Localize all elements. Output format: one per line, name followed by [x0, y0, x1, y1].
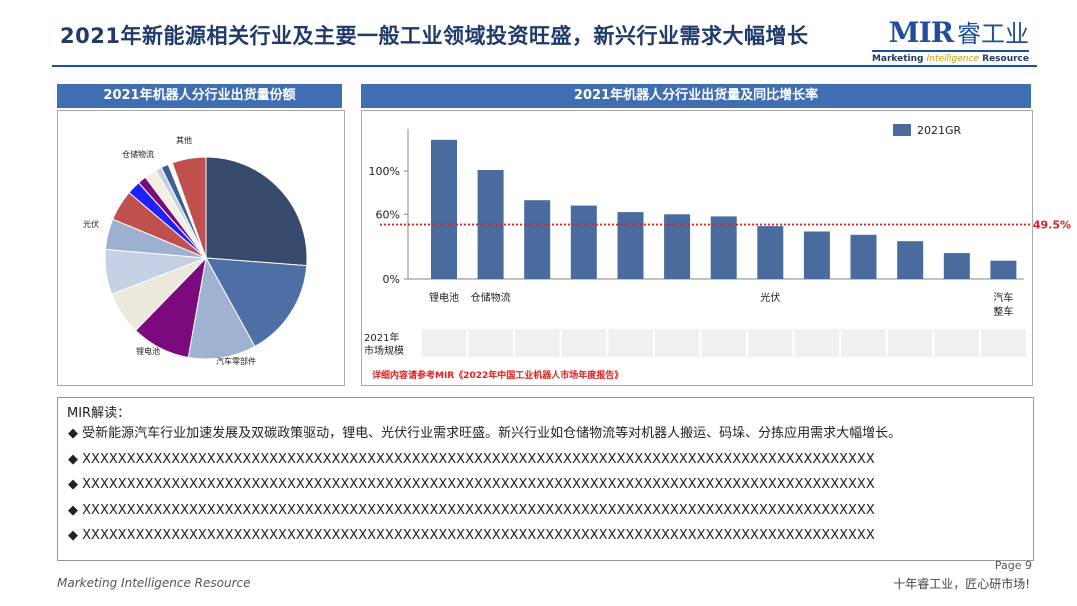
bar [570, 205, 597, 279]
mir-logo: MIR 睿工业 Marketing Intelligence Resource [871, 14, 1029, 64]
market-size-cell [468, 329, 513, 357]
pie-panel: 汽车零部件 锂电池 光伏 仓储物流 其他 [57, 110, 345, 386]
legend-swatch [893, 124, 911, 136]
footer-left: Marketing Intelligence Resource [57, 576, 251, 590]
bar [524, 200, 551, 279]
pie-slice-label: 仓储物流 [122, 149, 154, 159]
pie-slice-label: 汽车零部件 [216, 356, 256, 366]
logo-cn: 睿工业 [957, 20, 1029, 48]
reading-item: ◆ 受新能源汽车行业加速发展及双碳政策驱动，锂电、光伏行业需求旺盛。新兴行业如仓… [68, 426, 902, 441]
logo-mark: MIR [888, 16, 954, 49]
legend-label: 2021GR [917, 124, 962, 137]
pie-slice [171, 156, 207, 259]
header-rule [52, 65, 1037, 67]
page-title: 2021年新能源相关行业及主要一般工业领域投资旺盛，新兴行业需求大幅增长 [60, 24, 809, 48]
x-tick-label: 仓储物流 [471, 291, 511, 304]
bar [664, 214, 691, 279]
market-size-cell [608, 329, 653, 357]
pie-panel-title: 2021年机器人分行业出货量份额 [57, 84, 342, 108]
market-size-cell [841, 329, 886, 357]
pie-slice-label: 光伏 [83, 219, 99, 229]
x-tick-label: 锂电池 [429, 291, 459, 304]
reading-item: ◆ XXXXXXXXXXXXXXXXXXXXXXXXXXXXXXXXXXXXXX… [68, 477, 875, 492]
pie-slice-label: 锂电池 [136, 346, 160, 356]
bar [943, 253, 970, 279]
bar [431, 139, 457, 279]
market-size-cell [514, 329, 560, 357]
pie-slice [187, 256, 256, 360]
y-tick-label: 60% [376, 208, 400, 221]
pie-slice [205, 156, 308, 267]
page-number: Page 9 [994, 559, 1032, 572]
mir-reading-box: MIR解读： ◆ 受新能源汽车行业加速发展及双碳政策驱动，锂电、光伏行业需求旺盛… [57, 397, 1034, 561]
footer-right: 十年睿工业，匠心研市场! [893, 577, 1030, 591]
reading-item: ◆ XXXXXXXXXXXXXXXXXXXXXXXXXXXXXXXXXXXXXX… [68, 451, 875, 467]
bar [477, 170, 504, 279]
table-row-label: 市场规模 [364, 344, 404, 357]
market-size-cell [748, 329, 793, 357]
bar-panel: 0% 60% 100% 锂电池 仓储物流 光伏 汽车 整车 2021年 市场规模详细内容请参考MI… [361, 110, 1033, 386]
bar [990, 260, 1017, 279]
bar-panel-title: 2021年机器人分行业出货量及同比增长率 [361, 84, 1031, 108]
reading-item: ◆ XXXXXXXXXXXXXXXXXXXXXXXXXXXXXXXXXXXXXX… [68, 502, 875, 518]
table-row-label: 2021年 [364, 331, 399, 344]
pie-chart: 汽车零部件 锂电池 光伏 仓储物流 其他 [83, 135, 308, 366]
reading-item: ◆ XXXXXXXXXXXXXXXXXXXXXXXXXXXXXXXXXXXXXX… [68, 528, 875, 543]
bar [710, 216, 737, 279]
pie-slice-label: 其他 [176, 135, 192, 145]
bar [617, 212, 644, 279]
x-tick-label: 汽车 [993, 291, 1013, 304]
y-tick-label: 0% [383, 273, 400, 286]
reading-heading: MIR解读： [67, 406, 131, 421]
market-size-cell [794, 329, 840, 357]
bar [897, 241, 924, 279]
market-size-cell [654, 329, 700, 357]
market-size-cell [561, 329, 607, 357]
market-size-cell [887, 329, 933, 357]
pie-slice [205, 257, 308, 348]
x-tick-label: 整车 [993, 305, 1013, 318]
market-size-cell [421, 329, 467, 357]
logo-subtitle: Marketing Intelligence Resource [871, 50, 1029, 64]
bar [757, 226, 784, 279]
reference-line-label: 49.5% [1033, 219, 1071, 232]
market-size-cell [701, 329, 746, 357]
source-note: 详细内容请参考MIR《2022年中国工业机器人市场年度报告》 [372, 369, 623, 381]
bar [850, 234, 877, 279]
market-size-cell [981, 329, 1026, 357]
bar [803, 231, 830, 279]
y-tick-label: 100% [369, 165, 400, 178]
market-size-cell [934, 329, 980, 357]
x-tick-label: 光伏 [760, 291, 780, 304]
